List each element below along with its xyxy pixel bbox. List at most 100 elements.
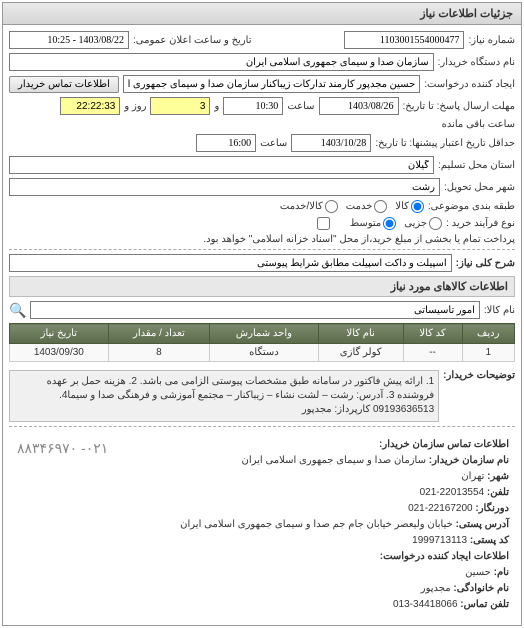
table-header: واحد شمارش	[210, 324, 319, 344]
days-remaining-field	[150, 97, 210, 115]
announce-label: تاریخ و ساعت اعلان عمومی:	[133, 35, 252, 46]
contact-city: تهران	[461, 471, 484, 482]
table-cell: 8	[108, 344, 209, 362]
table-header: ردیف	[462, 324, 514, 344]
table-cell: 1403/09/30	[10, 344, 109, 362]
contact-city-label: شهر:	[487, 471, 509, 482]
validity-label: حداقل تاریخ اعتبار پیشنها: تا تاریخ:	[375, 138, 515, 149]
validity-date-field	[291, 134, 371, 152]
row-notes: توضیحات خریدار: 1. ارائه پیش فاکتور در س…	[9, 366, 515, 422]
req-name-row: نام: حسین	[15, 565, 509, 581]
process-label: نوع فرآیند خرید :	[446, 218, 515, 229]
table-header: تاریخ نیاز	[10, 324, 109, 344]
budget-khadamat-radio[interactable]	[374, 200, 387, 213]
row-desc: شرح کلی نیاز:	[9, 254, 515, 272]
contact-info-button[interactable]: اطلاعات تماس خریدار	[9, 76, 119, 93]
table-cell: 1	[462, 344, 514, 362]
notes-box: 1. ارائه پیش فاکتور در سامانه طبق مشخصات…	[9, 370, 439, 422]
contact-post: 1999713113	[412, 535, 467, 546]
row-city: شهر محل تحویل:	[9, 178, 515, 196]
row-item-name: نام کالا: 🔍	[9, 301, 515, 319]
process-jozi-radio[interactable]	[429, 217, 442, 230]
requester-section-title: اطلاعات ایجاد کننده درخواست:	[380, 551, 509, 562]
row-process: نوع فرآیند خرید : جزیی متوسط پرداخت تمام…	[9, 217, 515, 245]
contact-tel: 22013554-021	[420, 487, 485, 498]
table-header: کد کالا	[403, 324, 462, 344]
process-jozi[interactable]: جزیی	[404, 217, 442, 230]
budget-kala-radio[interactable]	[411, 200, 424, 213]
req-name: حسین	[465, 567, 491, 578]
deadline-time-field	[223, 97, 283, 115]
desc-field	[9, 254, 452, 272]
city-field	[9, 178, 440, 196]
item-name-field[interactable]	[30, 301, 479, 319]
contact-org-label: نام سازمان خریدار:	[429, 455, 509, 466]
req-lname-label: نام خانوادگی:	[453, 583, 509, 594]
budget-khadamat[interactable]: خدمت	[346, 200, 388, 213]
province-field	[9, 156, 434, 174]
request-number-field	[344, 31, 464, 49]
time-remaining-field	[60, 97, 120, 115]
table-cell: کولر گازی	[318, 344, 403, 362]
process-motavaset[interactable]: متوسط	[350, 217, 396, 230]
budget-khadamat-label: خدمت	[346, 201, 373, 212]
req-lname: مجدپور	[421, 583, 451, 594]
request-number-label: شماره نیاز:	[468, 35, 515, 46]
days-label: روز و	[124, 101, 146, 112]
deadline-date-field	[319, 97, 399, 115]
deadline-label: مهلت ارسال پاسخ: تا تاریخ:	[403, 101, 515, 112]
contact-addr-label: آدرس پستی:	[456, 519, 509, 530]
panel-title: جزئیات اطلاعات نیاز	[3, 3, 521, 25]
contact-addr: خیابان ولیعصر خیابان جام جم صدا و سیمای …	[180, 519, 453, 530]
req-name-label: نام:	[494, 567, 509, 578]
req-tel-label: تلفن تماس:	[460, 599, 509, 610]
req-lname-row: نام خانوادگی: مجدپور	[15, 581, 509, 597]
budget-kk-radio[interactable]	[325, 200, 338, 213]
announce-datetime-field	[9, 31, 129, 49]
separator-2	[9, 426, 515, 427]
notes-label: توضیحات خریدار:	[443, 366, 515, 381]
budget-kala-khadamat[interactable]: کالا/خدمت	[280, 200, 338, 213]
payment-checkbox[interactable]	[317, 217, 330, 230]
budget-kk-label: کالا/خدمت	[280, 201, 323, 212]
contact-fax: 22167200-021	[408, 503, 473, 514]
budget-label: طبقه بندی موضوعی:	[428, 201, 515, 212]
contact-fax-row: دورنگار: 22167200-021	[15, 501, 509, 517]
and-label: و	[214, 101, 219, 112]
requester-label: ایجاد کننده درخواست:	[424, 79, 515, 90]
row-requester: ایجاد کننده درخواست: اطلاعات تماس خریدار	[9, 75, 515, 93]
buyer-org-field	[9, 53, 434, 71]
contact-post-row: کد پستی: 1999713113	[15, 533, 509, 549]
row-validity: حداقل تاریخ اعتبار پیشنها: تا تاریخ: ساع…	[9, 134, 515, 152]
buyer-org-label: نام دستگاه خریدار:	[438, 57, 515, 68]
row-province: استان محل تسلیم:	[9, 156, 515, 174]
req-tel: 34418066-013	[393, 599, 458, 610]
separator-1	[9, 249, 515, 250]
req-tel-row: تلفن تماس: 34418066-013	[15, 597, 509, 613]
budget-kala-label: کالا	[395, 201, 409, 212]
row-budget: طبقه بندی موضوعی: کالا خدمت کالا/خدمت	[9, 200, 515, 213]
contact-tel-row: تلفن: 22013554-021	[15, 485, 509, 501]
process-motavaset-label: متوسط	[350, 218, 381, 229]
time-label-1: ساعت	[287, 101, 314, 112]
search-icon[interactable]: 🔍	[9, 302, 26, 319]
items-section-title: اطلاعات کالاهای مورد نیاز	[9, 276, 515, 297]
contact-addr-row: آدرس پستی: خیابان ولیعصر خیابان جام جم ص…	[15, 517, 509, 533]
table-row[interactable]: 1--کولر گازیدستگاه81403/09/30	[10, 344, 515, 362]
contact-post-label: کد پستی:	[470, 535, 509, 546]
side-phone: ۸۸۳۴۶۹۷۰ -۰۲۱	[17, 437, 108, 459]
item-name-label: نام کالا:	[484, 305, 515, 316]
table-cell: --	[403, 344, 462, 362]
city-label: شهر محل تحویل:	[444, 182, 515, 193]
contact-section: ۸۸۳۴۶۹۷۰ -۰۲۱ اطلاعات تماس سازمان خریدار…	[9, 431, 515, 619]
contact-fax-label: دورنگار:	[475, 503, 509, 514]
budget-kala[interactable]: کالا	[395, 200, 424, 213]
process-jozi-label: جزیی	[404, 218, 427, 229]
table-cell: دستگاه	[210, 344, 319, 362]
province-label: استان محل تسلیم:	[438, 160, 515, 171]
time-label-2: ساعت	[260, 138, 287, 149]
row-request-number: شماره نیاز: تاریخ و ساعت اعلان عمومی:	[9, 31, 515, 49]
payment-note: پرداخت تمام یا بخشی از مبلغ خرید،از محل …	[203, 234, 515, 245]
process-motavaset-radio[interactable]	[383, 217, 396, 230]
remaining-label: ساعت باقی مانده	[442, 119, 515, 130]
